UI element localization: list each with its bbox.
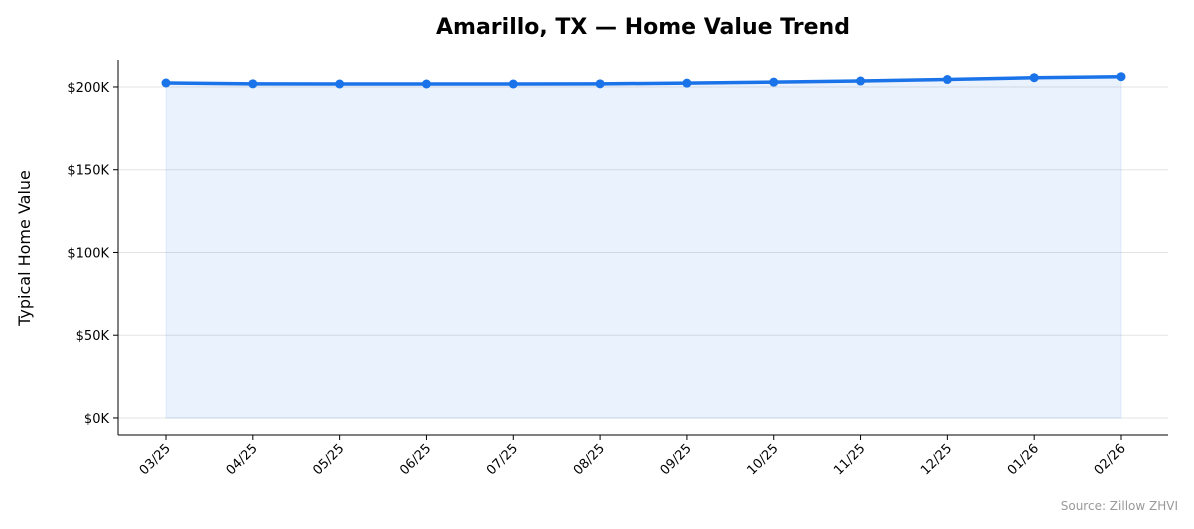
point bbox=[942, 75, 952, 85]
point bbox=[335, 79, 345, 89]
point bbox=[161, 78, 171, 88]
point bbox=[248, 79, 258, 89]
x-tick-label: 08/25 bbox=[571, 441, 608, 478]
y-tick-label: $200K bbox=[67, 81, 109, 96]
point bbox=[682, 78, 692, 88]
area bbox=[165, 76, 1122, 419]
chart-title: Amarillo, TX — Home Value Trend bbox=[436, 15, 850, 40]
y-tick-label: $150K bbox=[67, 164, 109, 179]
x-tick-label: 02/26 bbox=[1092, 441, 1129, 478]
x-tick-label: 09/25 bbox=[658, 441, 695, 478]
point bbox=[856, 76, 866, 86]
point bbox=[1116, 72, 1126, 82]
line bbox=[165, 74, 1122, 86]
x-tick-label: 11/25 bbox=[831, 441, 868, 478]
x-tick-label: 03/25 bbox=[137, 441, 174, 478]
source-note: Source: Zillow ZHVI bbox=[1061, 499, 1178, 513]
x-tick-label: 12/25 bbox=[918, 441, 955, 478]
x-tick-label: 06/25 bbox=[397, 441, 434, 478]
x-tick-label: 05/25 bbox=[310, 441, 347, 478]
point bbox=[421, 79, 431, 89]
y-tick-label: $0K bbox=[84, 412, 110, 427]
point bbox=[769, 77, 779, 87]
x-tick-label: 10/25 bbox=[744, 441, 781, 478]
x-tick-label: 04/25 bbox=[224, 441, 261, 478]
y-axis-label: Typical Home Value bbox=[15, 170, 34, 327]
x-tick-label: 07/25 bbox=[484, 441, 521, 478]
y-tick-label: $50K bbox=[76, 329, 110, 344]
point bbox=[508, 79, 518, 89]
x-tick-label: 01/26 bbox=[1005, 441, 1042, 478]
point bbox=[1029, 73, 1039, 83]
y-tick-label: $100K bbox=[67, 246, 109, 261]
point bbox=[595, 79, 605, 89]
